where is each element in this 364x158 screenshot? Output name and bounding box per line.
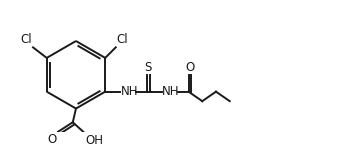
Text: NH: NH bbox=[120, 85, 138, 98]
Text: O: O bbox=[48, 133, 57, 146]
Text: S: S bbox=[145, 61, 152, 74]
Text: Cl: Cl bbox=[117, 33, 128, 46]
Text: NH: NH bbox=[162, 85, 180, 98]
Text: Cl: Cl bbox=[20, 33, 32, 46]
Text: OH: OH bbox=[86, 134, 103, 147]
Text: O: O bbox=[185, 61, 194, 74]
